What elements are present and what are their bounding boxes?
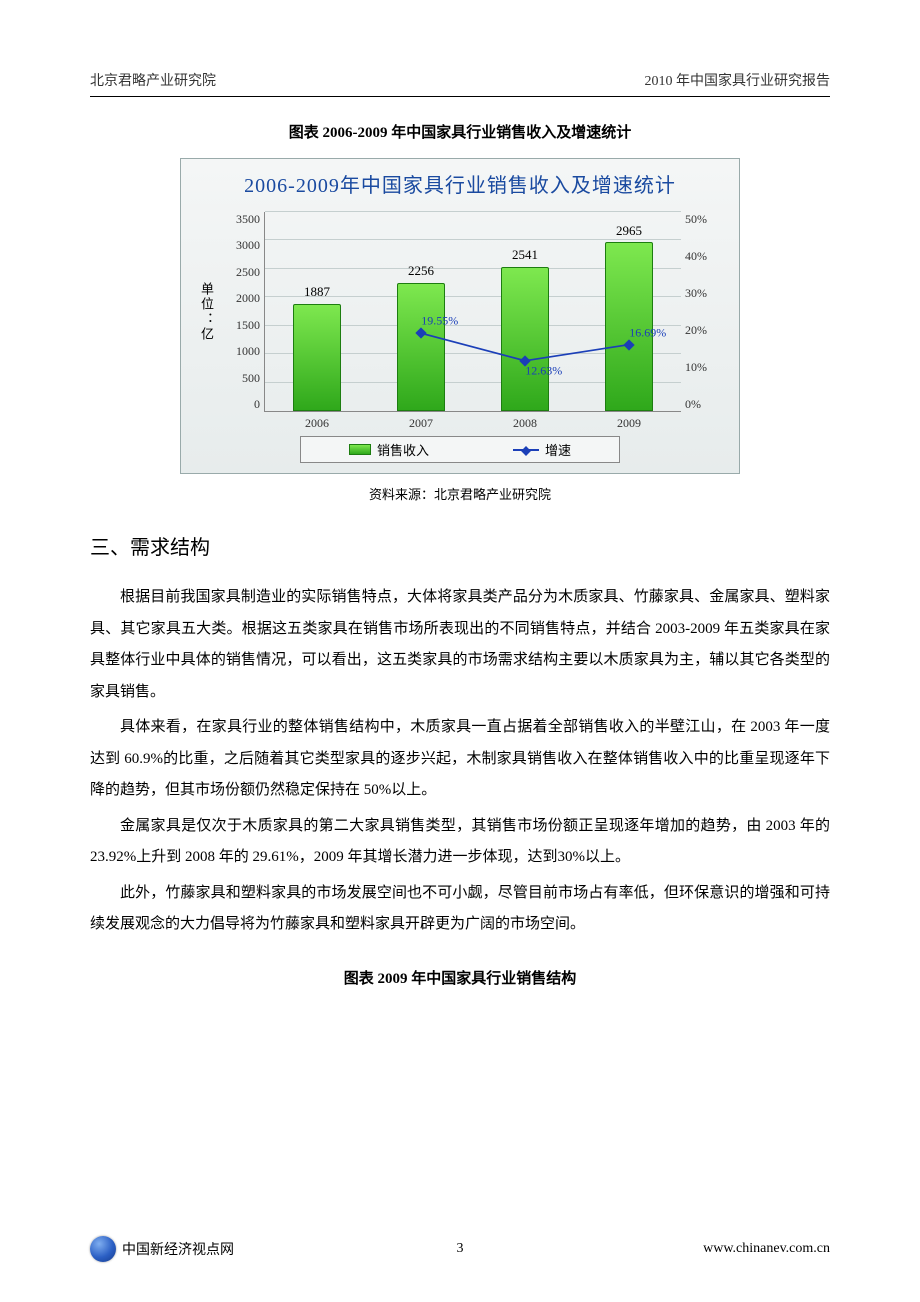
legend-swatch-line bbox=[513, 449, 539, 451]
page-header: 北京君略产业研究院 2010 年中国家具行业研究报告 bbox=[90, 70, 830, 90]
footer-left-text: 中国新经济视点网 bbox=[122, 1239, 234, 1259]
header-right: 2010 年中国家具行业研究报告 bbox=[645, 70, 831, 90]
paragraph: 金属家具是仅次于木质家具的第二大家具销售类型，其销售市场份额正呈现逐年增加的趋势… bbox=[90, 811, 830, 874]
ytick-right: 40% bbox=[685, 249, 723, 264]
ytick-right: 30% bbox=[685, 286, 723, 301]
ytick-right: 0% bbox=[685, 397, 723, 412]
ytick-left: 3000 bbox=[220, 238, 260, 253]
chart-container: 2006-2009年中国家具行业销售收入及增速统计 单位：亿 3500 3000… bbox=[180, 158, 740, 474]
bar-label: 1887 bbox=[304, 284, 330, 300]
paragraph: 根据目前我国家具制造业的实际销售特点，大体将家具类产品分为木质家具、竹藤家具、金… bbox=[90, 582, 830, 708]
bar-2006 bbox=[293, 304, 341, 411]
page-number: 3 bbox=[457, 1241, 464, 1257]
xtick: 2009 bbox=[617, 416, 641, 431]
header-rule bbox=[90, 96, 830, 97]
chart-title: 2006-2009年中国家具行业销售收入及增速统计 bbox=[197, 169, 723, 198]
body-text: 根据目前我国家具制造业的实际销售特点，大体将家具类产品分为木质家具、竹藤家具、金… bbox=[90, 582, 830, 941]
bar-2007 bbox=[397, 283, 445, 411]
legend-item-bar: 销售收入 bbox=[349, 440, 429, 459]
ytick-left: 500 bbox=[220, 371, 260, 386]
xtick: 2007 bbox=[409, 416, 433, 431]
header-left: 北京君略产业研究院 bbox=[90, 70, 216, 90]
chart-caption: 图表 2006-2009 年中国家具行业销售收入及增速统计 bbox=[90, 121, 830, 142]
y-left-axis: 3500 3000 2500 2000 1500 1000 500 0 bbox=[220, 212, 260, 412]
y-left-label: 单位：亿 bbox=[197, 282, 216, 342]
ytick-left: 2000 bbox=[220, 291, 260, 306]
line-label: 12.63% bbox=[525, 364, 562, 379]
paragraph: 具体来看，在家具行业的整体销售结构中，木质家具一直占据着全部销售收入的半壁江山，… bbox=[90, 712, 830, 807]
line-label: 16.69% bbox=[629, 326, 666, 341]
ytick-left: 0 bbox=[220, 397, 260, 412]
legend: 销售收入 增速 bbox=[300, 436, 620, 463]
gridline bbox=[265, 239, 681, 240]
chart-source: 资料来源：北京君略产业研究院 bbox=[90, 484, 830, 503]
legend-item-line: 增速 bbox=[513, 440, 571, 459]
paragraph: 此外，竹藤家具和塑料家具的市场发展空间也不可小觑，尽管目前市场占有率低，但环保意… bbox=[90, 878, 830, 941]
legend-label: 增速 bbox=[545, 440, 571, 459]
section-heading: 三、需求结构 bbox=[90, 531, 830, 560]
line-label: 19.55% bbox=[421, 314, 458, 329]
next-chart-caption: 图表 2009 年中国家具行业销售结构 bbox=[90, 967, 830, 988]
footer-left: 中国新经济视点网 bbox=[90, 1236, 234, 1262]
gridline bbox=[265, 211, 681, 212]
globe-icon bbox=[90, 1236, 116, 1262]
ytick-right: 20% bbox=[685, 323, 723, 338]
ytick-right: 50% bbox=[685, 212, 723, 227]
page-footer: 中国新经济视点网 3 www.chinanev.com.cn bbox=[90, 1236, 830, 1262]
ytick-right: 10% bbox=[685, 360, 723, 375]
y-right-axis: 50% 40% 30% 20% 10% 0% bbox=[685, 212, 723, 412]
legend-swatch-bar bbox=[349, 444, 371, 455]
bar-label: 2256 bbox=[408, 263, 434, 279]
footer-right: www.chinanev.com.cn bbox=[703, 1241, 830, 1257]
xtick: 2008 bbox=[513, 416, 537, 431]
plot-area: 1887 2256 2541 2965 19.55% 12.63% 16.69%… bbox=[264, 212, 681, 412]
ytick-left: 1000 bbox=[220, 344, 260, 359]
ytick-left: 2500 bbox=[220, 265, 260, 280]
bar-label: 2541 bbox=[512, 247, 538, 263]
ytick-left: 3500 bbox=[220, 212, 260, 227]
xtick: 2006 bbox=[305, 416, 329, 431]
ytick-left: 1500 bbox=[220, 318, 260, 333]
bar-label: 2965 bbox=[616, 223, 642, 239]
legend-label: 销售收入 bbox=[377, 440, 429, 459]
bar-2008 bbox=[501, 267, 549, 411]
